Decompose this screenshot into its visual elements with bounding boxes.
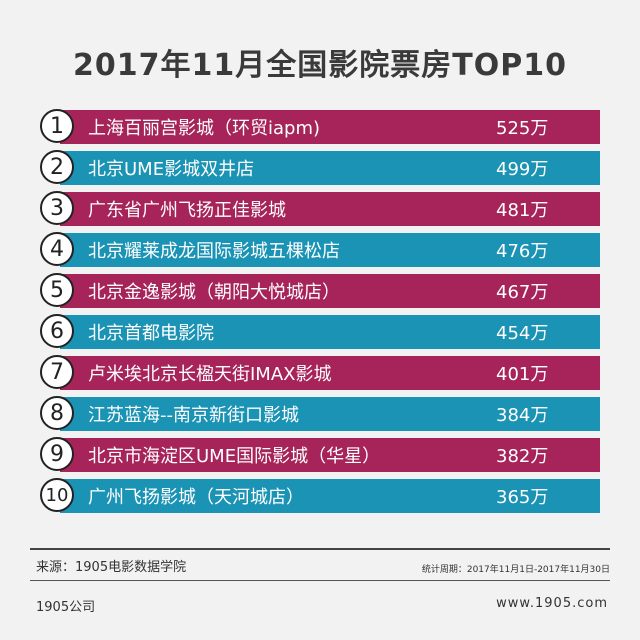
website-link: www.1905.com [496, 596, 608, 611]
cinema-name: 广州飞扬影城（天河城店） [88, 487, 304, 508]
cinema-name-bar: 北京市海淀区UME国际影城（华星） [60, 438, 520, 472]
ranking-row: 卢米埃北京长楹天街IMAX影城 401万 7 [40, 355, 600, 390]
cinema-name-bar: 北京UME影城双井店 [60, 151, 520, 185]
ranking-row: 北京首都电影院 454万 6 [40, 314, 600, 349]
statistics-period: 统计周期：2017年11月1日-2017年11月30日 [421, 565, 610, 575]
ranking-row: 北京金逸影城（朝阳大悦城店） 467万 5 [40, 273, 600, 308]
box-office-value: 499万 [496, 159, 549, 180]
box-office-bar: 467万 [484, 274, 600, 308]
box-office-value: 401万 [496, 364, 549, 385]
box-office-value: 476万 [496, 241, 549, 262]
box-office-bar: 476万 [484, 233, 600, 267]
ranking-row: 北京UME影城双井店 499万 2 [40, 150, 600, 185]
cinema-name: 北京金逸影城（朝阳大悦城店） [88, 282, 340, 303]
box-office-value: 384万 [496, 405, 549, 426]
ranking-row: 广东省广州飞扬正佳影城 481万 3 [40, 191, 600, 226]
box-office-bar: 382万 [484, 438, 600, 472]
cinema-name: 北京UME影城双井店 [88, 159, 255, 180]
rank-number: 7 [40, 355, 74, 389]
box-office-bar: 525万 [484, 110, 600, 144]
ranking-row: 上海百丽宫影城（环贸iapm) 525万 1 [40, 109, 600, 144]
ranking-row: 北京耀莱成龙国际影城五棵松店 476万 4 [40, 232, 600, 267]
rank-number: 9 [40, 437, 74, 471]
cinema-name-bar: 卢米埃北京长楹天街IMAX影城 [60, 356, 520, 390]
rank-number: 1 [40, 109, 74, 143]
ranking-list: 上海百丽宫影城（环贸iapm) 525万 1 北京UME影城双井店 499万 2 广东省广州… [40, 109, 600, 520]
box-office-bar: 365万 [484, 479, 600, 513]
rank-number: 5 [40, 273, 74, 307]
box-office-value: 365万 [496, 487, 549, 508]
ranking-row: 广州飞扬影城（天河城店） 365万 10 [40, 478, 600, 513]
cinema-name-bar: 广东省广州飞扬正佳影城 [60, 192, 520, 226]
cinema-name: 江苏蓝海--南京新街口影城 [88, 405, 299, 426]
cinema-name-bar: 上海百丽宫影城（环贸iapm) [60, 110, 520, 144]
box-office-value: 382万 [496, 446, 549, 467]
box-office-bar: 384万 [484, 397, 600, 431]
cinema-name: 卢米埃北京长楹天街IMAX影城 [88, 364, 332, 385]
box-office-bar: 454万 [484, 315, 600, 349]
cinema-name-bar: 广州飞扬影城（天河城店） [60, 479, 520, 513]
footer-divider-bottom [30, 580, 610, 581]
box-office-bar: 401万 [484, 356, 600, 390]
cinema-name-bar: 北京金逸影城（朝阳大悦城店） [60, 274, 520, 308]
rank-number: 10 [40, 478, 74, 512]
box-office-value: 467万 [496, 282, 549, 303]
cinema-name: 北京市海淀区UME国际影城（华星） [88, 446, 381, 467]
box-office-bar: 481万 [484, 192, 600, 226]
cinema-name: 北京耀莱成龙国际影城五棵松店 [88, 241, 340, 262]
ranking-row: 江苏蓝海--南京新街口影城 384万 8 [40, 396, 600, 431]
rank-number: 3 [40, 191, 74, 225]
rank-number: 4 [40, 232, 74, 266]
company-name: 1905公司 [36, 600, 96, 615]
rank-number: 6 [40, 314, 74, 348]
box-office-value: 525万 [496, 118, 549, 139]
cinema-name: 上海百丽宫影城（环贸iapm) [88, 118, 321, 139]
rank-number: 8 [40, 396, 74, 430]
box-office-value: 481万 [496, 200, 549, 221]
cinema-name: 广东省广州飞扬正佳影城 [88, 200, 286, 221]
footer-divider-top [30, 548, 610, 550]
box-office-bar: 499万 [484, 151, 600, 185]
cinema-name-bar: 北京首都电影院 [60, 315, 520, 349]
rank-number: 2 [40, 150, 74, 184]
ranking-row: 北京市海淀区UME国际影城（华星） 382万 9 [40, 437, 600, 472]
data-source: 来源：1905电影数据学院 [36, 560, 187, 575]
chart-title: 2017年11月全国影院票房TOP10 [73, 48, 567, 83]
box-office-value: 454万 [496, 323, 549, 344]
cinema-name-bar: 江苏蓝海--南京新街口影城 [60, 397, 520, 431]
cinema-name: 北京首都电影院 [88, 323, 214, 344]
cinema-name-bar: 北京耀莱成龙国际影城五棵松店 [60, 233, 520, 267]
